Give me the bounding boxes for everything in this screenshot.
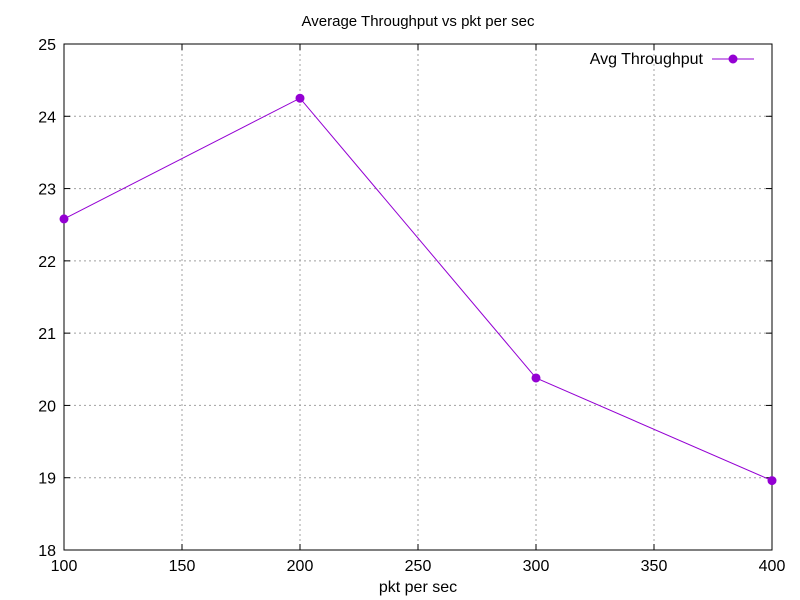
x-tick-label: 100 — [51, 558, 78, 575]
grid — [64, 44, 772, 550]
y-tick-label: 23 — [38, 182, 56, 199]
y-tick-label: 20 — [38, 398, 56, 415]
series-avg-throughput — [59, 93, 777, 486]
data-point — [531, 373, 541, 383]
x-tick-label: 350 — [641, 558, 668, 575]
data-point — [767, 476, 777, 486]
x-tick-label: 250 — [405, 558, 432, 575]
y-tick-label: 21 — [38, 326, 56, 343]
x-tick-label: 300 — [523, 558, 550, 575]
y-tick-label: 19 — [38, 471, 56, 488]
legend-label: Avg Throughput — [590, 51, 704, 68]
y-tick-label: 25 — [38, 37, 56, 54]
y-tick-label: 24 — [38, 109, 56, 126]
data-point — [59, 214, 69, 224]
x-tick-labels: 100 150 200 250 300 350 400 — [51, 558, 786, 575]
y-tick-label: 18 — [38, 543, 56, 560]
y-tick-labels: 18 19 20 21 22 23 24 25 — [38, 37, 56, 560]
chart-title: Average Throughput vs pkt per sec — [302, 13, 535, 30]
data-point — [295, 93, 305, 103]
series-line — [63, 97, 773, 482]
x-tick-label: 150 — [169, 558, 196, 575]
axis-ticks — [63, 43, 773, 551]
y-tick-label: 22 — [38, 254, 56, 271]
legend: Avg Throughput — [590, 51, 754, 68]
x-tick-label: 200 — [287, 558, 314, 575]
legend-marker — [728, 54, 738, 64]
x-tick-label: 400 — [759, 558, 786, 575]
x-axis-label: pkt per sec — [379, 579, 457, 596]
